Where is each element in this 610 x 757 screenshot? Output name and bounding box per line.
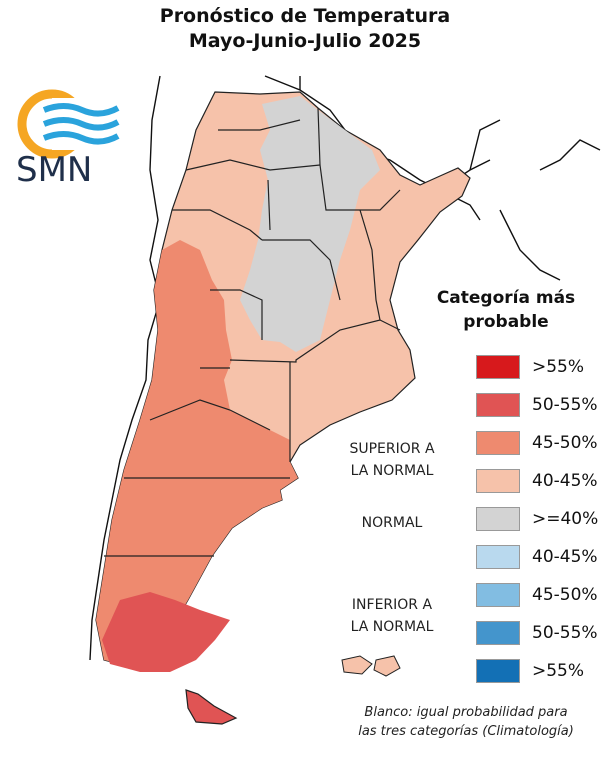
legend-swatch	[476, 583, 520, 607]
category-inferior-line-1: INFERIOR A	[351, 597, 433, 613]
argentina-region-gray	[240, 96, 380, 352]
legend-title: Categoría más probable	[436, 286, 576, 334]
legend-label: 50-55%	[532, 395, 598, 415]
legend-item: 45-50%	[476, 429, 610, 459]
legend-label: 45-50%	[532, 585, 598, 605]
legend-label: >55%	[532, 357, 585, 377]
legend-item: >=40%	[476, 505, 610, 535]
legend-item: 50-55%	[476, 391, 610, 421]
category-inferior-line-2: LA NORMAL	[350, 619, 434, 635]
note-line-1: Blanco: igual probabilidad para	[364, 705, 568, 720]
climatology-note: Blanco: igual probabilidad para las tres…	[336, 703, 596, 741]
category-superior: SUPERIOR A LA NORMAL	[312, 438, 472, 482]
malvinas-islands	[341, 655, 401, 677]
legend-item: 40-45%	[476, 467, 610, 497]
legend-label: 45-50%	[532, 433, 598, 453]
legend-label: 40-45%	[532, 471, 598, 491]
tierra-del-fuego	[185, 689, 238, 725]
category-normal: NORMAL	[361, 515, 423, 531]
map-title: Pronóstico de Temperatura Mayo-Junio-Jul…	[0, 4, 610, 54]
legend-label: 40-45%	[532, 547, 598, 567]
legend-label: >55%	[532, 661, 585, 681]
legend-swatch	[476, 393, 520, 417]
legend-swatch	[476, 545, 520, 569]
note-line-2: las tres categorías (Climatología)	[358, 724, 574, 739]
smn-logo-icon	[17, 89, 122, 159]
argentina-region-red	[102, 592, 230, 672]
legend-swatch	[476, 659, 520, 683]
legend-item: 45-50%	[476, 581, 610, 611]
title-line-2: Mayo-Junio-Julio 2025	[188, 30, 422, 52]
legend-item: 40-45%	[476, 543, 610, 573]
title-line-1: Pronóstico de Temperatura	[159, 5, 451, 27]
argentina-region-orange	[96, 240, 298, 664]
legend-label: 50-55%	[532, 623, 598, 643]
province-borders	[104, 107, 401, 557]
category-inferior: INFERIOR A LA NORMAL	[312, 594, 472, 638]
legend-item: 50-55%	[476, 619, 610, 649]
legend-title-line-2: probable	[463, 312, 549, 332]
legend-swatch	[476, 355, 520, 379]
legend-title-line-1: Categoría más	[436, 288, 576, 308]
legend-label: >=40%	[532, 509, 599, 529]
legend-swatch	[476, 507, 520, 531]
category-superior-line-1: SUPERIOR A	[349, 441, 435, 457]
legend-item: >55%	[476, 657, 610, 687]
legend-swatch	[476, 621, 520, 645]
legend-swatch	[476, 431, 520, 455]
legend-item: >55%	[476, 353, 610, 383]
legend-swatch	[476, 469, 520, 493]
category-superior-line-2: LA NORMAL	[350, 463, 434, 479]
smn-logo-text: SMN	[16, 150, 93, 190]
